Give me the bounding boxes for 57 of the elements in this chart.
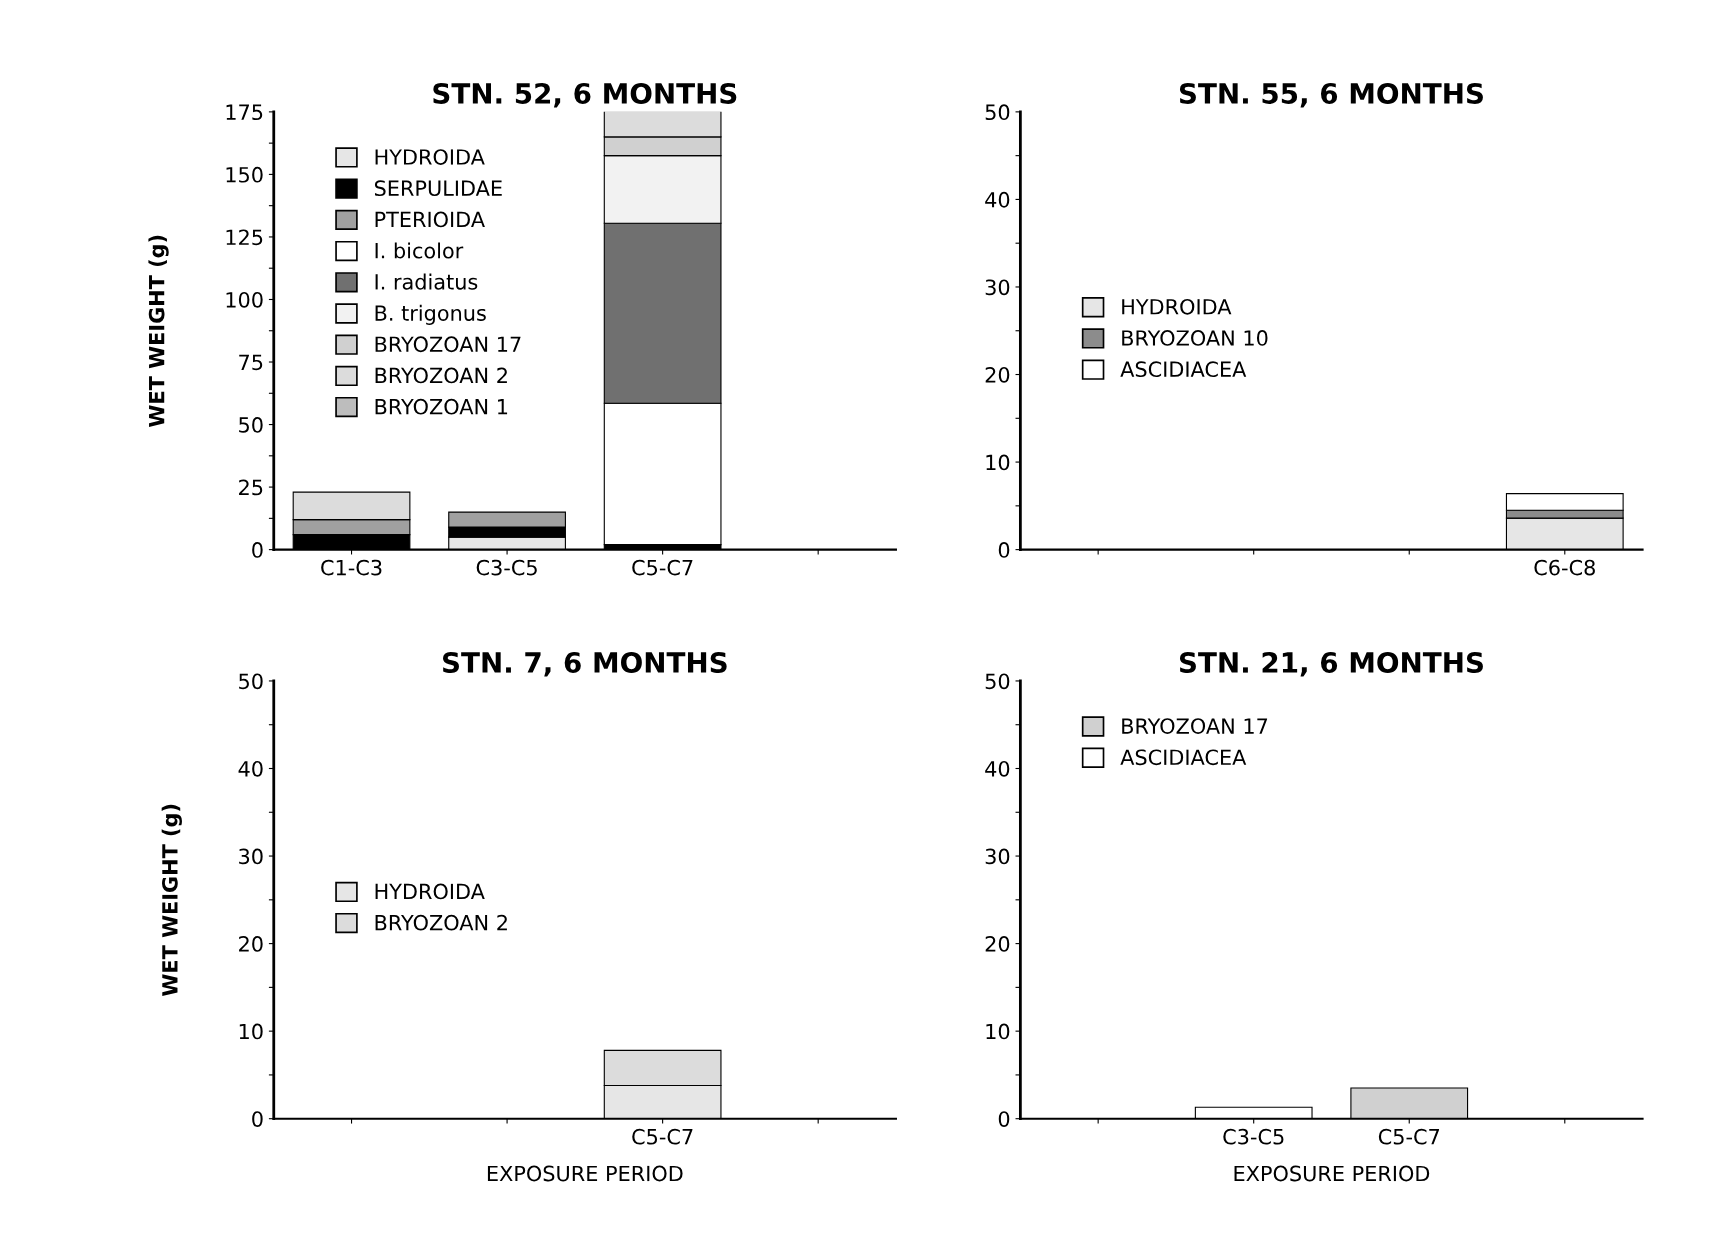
x-tick-label: C3-C5: [476, 559, 537, 576]
x-axis-title: EXPOSURE PERIOD: [1234, 1165, 1430, 1182]
chart-title: STN. 55, 6 MONTHS: [1179, 82, 1483, 108]
x-tick-label: C5-C7: [1378, 1128, 1440, 1145]
y-tick-label: 125: [226, 229, 263, 246]
y-axis-title: WET WEIGHT (g): [148, 235, 169, 427]
y-tick-label: 20: [985, 366, 1010, 383]
x-tick-label: C3-C5: [1223, 1128, 1284, 1145]
chart-title: STN. 52, 6 MONTHS: [433, 82, 737, 108]
y-tick-label: 10: [239, 1023, 263, 1040]
legend-label: BRYOZOAN 17: [375, 336, 521, 353]
y-tick-label: 20: [239, 936, 263, 952]
legend-label: HYDROIDA: [375, 883, 485, 900]
y-axis-title: WET WEIGHT (g): [161, 804, 182, 996]
legend-label: ASCIDIACEA: [1120, 361, 1247, 378]
y-tick-label: 10: [986, 1023, 1010, 1040]
legend-label: I. radiatus: [375, 273, 478, 290]
legend-label: B. trigonus: [375, 304, 486, 325]
y-tick-label: 50: [985, 673, 1010, 690]
y-tick-label: 50: [239, 673, 263, 690]
legend-label: BRYOZOAN 2: [375, 914, 507, 931]
legend-label: BRYOZOAN 2: [375, 367, 507, 384]
y-tick-label: 50: [985, 104, 1010, 121]
legend-label: SERPULIDAE: [374, 180, 502, 197]
y-tick-label: 0: [998, 1111, 1010, 1127]
y-tick-label: 0: [998, 542, 1010, 558]
chart-title: STN. 7, 6 MONTHS: [443, 652, 727, 677]
chart-title: STN. 21, 6 MONTHS: [1179, 652, 1483, 677]
legend-label: I. bicolor: [375, 242, 464, 259]
y-tick-label: 40: [238, 760, 263, 777]
legend-label: ASCIDIACEA: [1120, 749, 1247, 766]
y-tick-label: 75: [239, 354, 263, 371]
y-tick-label: 25: [239, 479, 263, 496]
y-tick-label: 30: [239, 848, 263, 865]
y-tick-label: 0: [252, 1111, 263, 1127]
y-tick-label: 50: [239, 417, 263, 433]
y-tick-label: 30: [985, 848, 1010, 865]
y-tick-label: 150: [226, 166, 263, 183]
x-tick-label: C5-C7: [632, 559, 693, 576]
y-tick-label: 10: [986, 454, 1010, 471]
legend-label: HYDROIDA: [375, 149, 485, 165]
x-tick-label: C5-C7: [632, 1128, 693, 1145]
legend-label: PTERIOIDA: [375, 211, 485, 228]
x-tick-label: C1-C3: [321, 559, 382, 576]
legend-label: BRYOZOAN 10: [1122, 330, 1268, 346]
y-tick-label: 40: [985, 760, 1010, 777]
legend-label: BRYOZOAN 17: [1122, 718, 1268, 734]
legend-label: BRYOZOAN 1: [375, 398, 508, 415]
y-tick-label: 100: [226, 291, 263, 308]
y-tick-label: 30: [985, 279, 1010, 296]
x-tick-label: C6-C8: [1534, 559, 1595, 576]
y-tick-label: 20: [985, 936, 1010, 952]
y-tick-label: 175: [226, 104, 263, 121]
y-tick-label: 0: [252, 542, 263, 558]
x-axis-title: EXPOSURE PERIOD: [487, 1165, 683, 1182]
y-tick-label: 40: [985, 191, 1010, 208]
legend-label: HYDROIDA: [1122, 298, 1232, 315]
